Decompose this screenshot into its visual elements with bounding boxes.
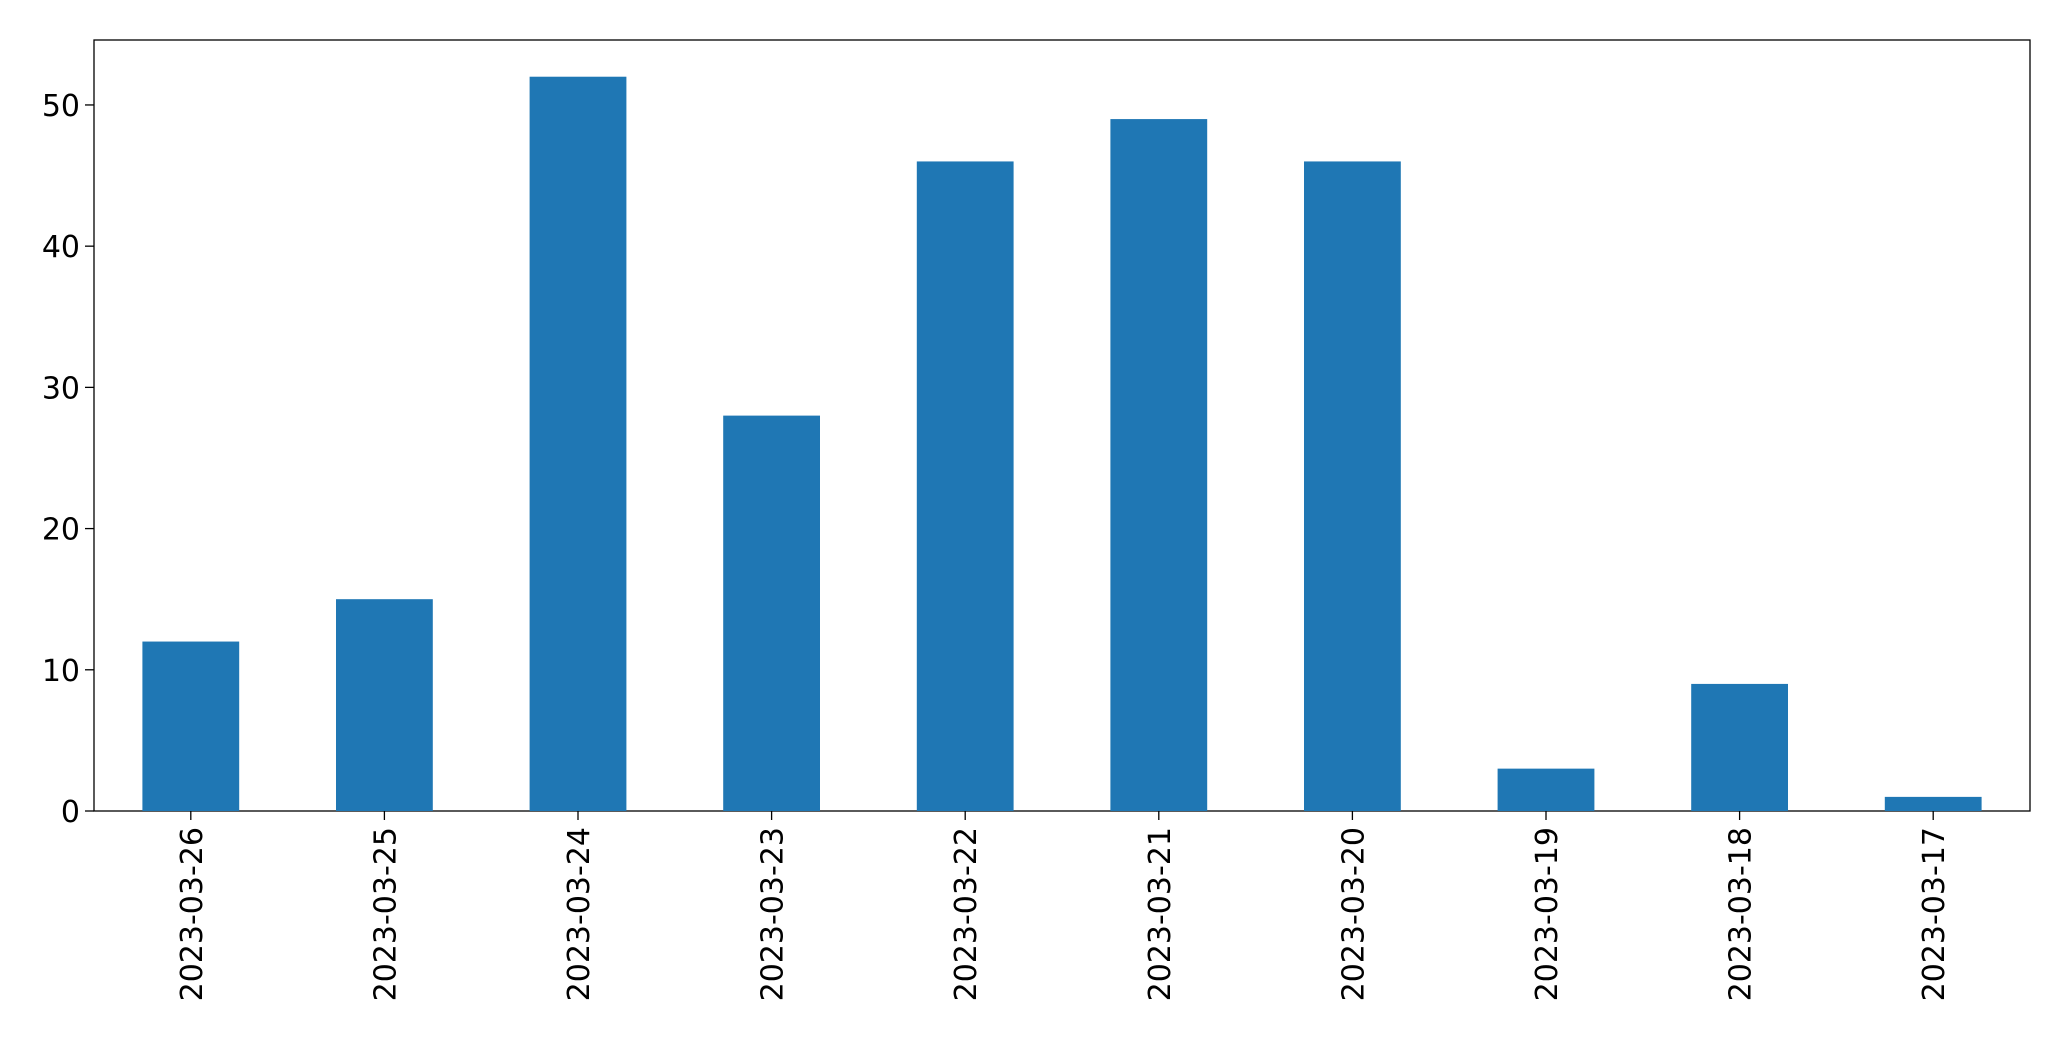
bar xyxy=(1497,768,1595,811)
x-tick-label: 2023-03-18 xyxy=(1724,827,1759,1001)
y-tick-label: 30 xyxy=(42,371,80,406)
bar xyxy=(1884,796,1982,811)
bar xyxy=(916,161,1014,811)
y-tick-label: 0 xyxy=(61,795,80,830)
x-tick-label: 2023-03-19 xyxy=(1530,827,1565,1001)
x-tick-label: 2023-03-26 xyxy=(175,827,210,1001)
x-tick-label: 2023-03-17 xyxy=(1917,827,1952,1001)
x-tick-label: 2023-03-25 xyxy=(368,827,403,1001)
bar xyxy=(1110,119,1208,812)
bar xyxy=(1304,161,1401,811)
x-tick-label: 2023-03-21 xyxy=(1143,827,1178,1001)
x-tick-label: 2023-03-24 xyxy=(562,827,597,1001)
y-tick-label: 10 xyxy=(42,654,80,689)
y-tick-label: 50 xyxy=(42,89,80,124)
x-tick-label: 2023-03-23 xyxy=(756,827,791,1001)
x-tick-label: 2023-03-20 xyxy=(1336,827,1371,1001)
bar xyxy=(529,76,627,811)
y-tick-label: 40 xyxy=(42,230,80,265)
bar xyxy=(723,415,820,811)
plot-frame xyxy=(93,39,2031,812)
x-tick-label: 2023-03-22 xyxy=(949,827,984,1001)
bar xyxy=(142,641,240,811)
bar xyxy=(336,599,433,811)
y-tick-label: 20 xyxy=(42,513,80,548)
bar xyxy=(1691,683,1788,811)
